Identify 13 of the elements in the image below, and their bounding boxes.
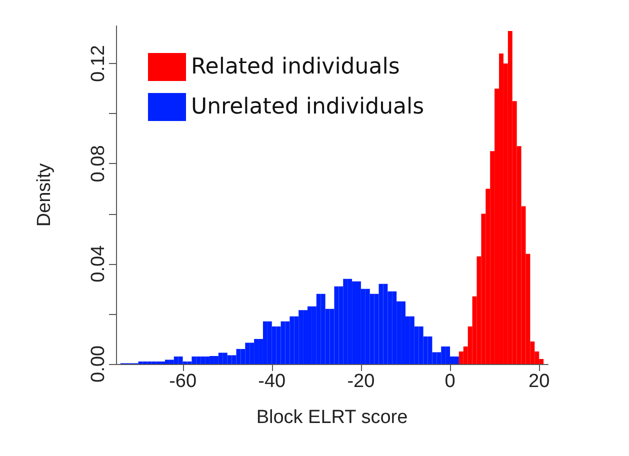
- x-tick-label: -60: [169, 371, 197, 392]
- x-tick-label: -20: [347, 371, 375, 392]
- legend-label: Related individuals: [191, 54, 400, 80]
- y-axis-title: Density: [34, 162, 55, 227]
- x-tick-label: 0: [444, 371, 456, 392]
- y-tick-label: 0.00: [88, 346, 109, 382]
- x-tick-label: 20: [528, 371, 550, 392]
- x-tick-label: -40: [258, 371, 286, 392]
- legend-label: Unrelated individuals: [191, 94, 424, 120]
- x-axis-title: Block ELRT score: [256, 407, 408, 428]
- y-tick-label: 0.12: [88, 45, 109, 82]
- y-tick-label: 0.08: [88, 145, 109, 182]
- y-tick-label: 0.04: [88, 244, 109, 282]
